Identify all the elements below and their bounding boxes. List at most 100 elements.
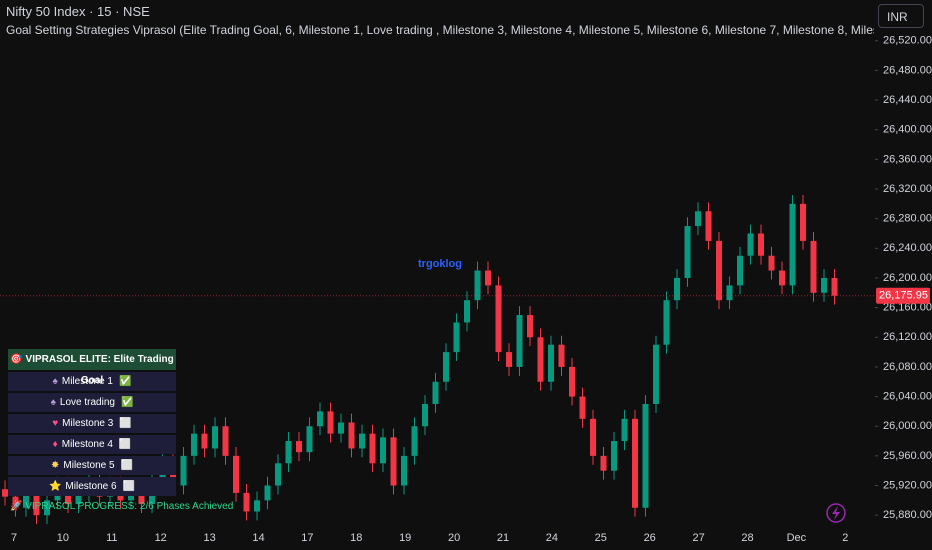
candle-body xyxy=(317,411,323,427)
milestone-status: ⬜ xyxy=(118,439,132,450)
candle-body xyxy=(180,455,187,486)
milestone-status: ⬜ xyxy=(122,481,136,492)
candle-body xyxy=(642,403,649,508)
candle-body xyxy=(380,437,386,464)
candle-body xyxy=(779,270,785,286)
price-axis xyxy=(875,0,932,550)
y-tick-label: 26,080.00 xyxy=(883,361,932,373)
milestone-row: ✸ Milestone 5 ⬜ xyxy=(8,456,176,475)
x-tick-label: 10 xyxy=(57,532,69,544)
last-price-label: 26,175.95 xyxy=(879,290,928,302)
candle-body xyxy=(758,233,764,256)
y-tick-label: 25,920.00 xyxy=(883,479,932,491)
candle-body xyxy=(716,240,722,301)
candle-body xyxy=(579,396,586,419)
x-tick-label: 19 xyxy=(399,532,411,544)
x-tick-label: 25 xyxy=(595,532,607,544)
candle-body xyxy=(212,426,218,449)
x-tick-label: 2 xyxy=(842,532,848,544)
candle-body xyxy=(621,418,628,442)
x-tick-label: 20 xyxy=(448,532,460,544)
candle-body xyxy=(243,492,250,512)
y-tick-label: 26,120.00 xyxy=(883,331,932,343)
milestone-label: Milestone 1 xyxy=(61,376,113,387)
y-tick-label: 26,200.00 xyxy=(883,272,932,284)
milestone-icon: ♠ xyxy=(50,397,56,408)
candle-body xyxy=(453,322,460,353)
y-tick-label: 26,320.00 xyxy=(883,183,932,195)
milestone-label: Love trading xyxy=(59,397,115,408)
candle-body xyxy=(821,277,827,293)
alert-icon xyxy=(826,503,846,523)
candle-body xyxy=(33,492,40,516)
candle-body xyxy=(768,255,775,271)
milestone-icon: ⭐ xyxy=(48,481,62,492)
candle-body xyxy=(800,203,806,241)
candle-body xyxy=(275,463,281,486)
candle-body xyxy=(369,433,376,464)
milestone-icon: ♥ xyxy=(52,418,59,429)
candle-body xyxy=(516,315,523,367)
candle-body xyxy=(527,315,533,338)
x-tick-label: 17 xyxy=(301,532,313,544)
y-tick-label: 25,960.00 xyxy=(883,450,932,462)
candle-body xyxy=(264,485,271,501)
milestone-icon: ✸ xyxy=(51,460,60,471)
y-tick-label: 25,880.00 xyxy=(883,509,932,521)
milestone-icon: ♦ xyxy=(52,439,58,450)
candle-body xyxy=(432,381,439,404)
y-tick-label: 26,480.00 xyxy=(883,64,932,76)
candle-body xyxy=(348,422,355,449)
y-tick-label: 26,440.00 xyxy=(883,94,932,106)
y-tick-label: 26,000.00 xyxy=(883,420,932,432)
milestone-icon: ♠ xyxy=(52,376,58,387)
y-tick-label: 26,520.00 xyxy=(883,35,932,47)
y-tick-label: 26,040.00 xyxy=(883,390,932,402)
progress-text: 🚀 VIPRASOL PROGRESS: 2/6 Phases Achieved xyxy=(10,501,234,512)
alert-bolt xyxy=(832,506,840,520)
candle-body xyxy=(506,352,512,367)
x-tick-label: 21 xyxy=(497,532,509,544)
candle-body xyxy=(359,433,365,449)
candle-body xyxy=(726,285,733,301)
candle-body xyxy=(810,240,817,293)
currency-button[interactable]: INR xyxy=(878,4,924,28)
candle-body xyxy=(327,411,334,434)
candle-body xyxy=(443,352,449,382)
candle-body xyxy=(569,366,575,397)
candle-body xyxy=(611,441,617,471)
candle-body xyxy=(338,422,344,434)
candle-body xyxy=(422,403,428,427)
candle-body xyxy=(495,285,502,353)
candle-body xyxy=(201,433,208,449)
y-tick-label: 26,160.00 xyxy=(883,302,932,314)
candle-body xyxy=(306,426,313,453)
candle-body xyxy=(222,426,229,456)
milestone-label: Milestone 4 xyxy=(61,439,113,450)
candle-body xyxy=(254,500,260,512)
candle-body xyxy=(474,270,481,301)
candle-body xyxy=(2,489,8,497)
milestone-status: ⬜ xyxy=(120,460,133,471)
candle-body xyxy=(390,437,397,486)
candle-body xyxy=(464,300,470,323)
candle-body xyxy=(285,441,292,464)
panel-title: 🎯 VIPRASOL ELITE: Elite Trading Goal xyxy=(8,349,176,386)
candle-body xyxy=(12,496,19,508)
candle-body xyxy=(485,270,491,286)
indicator-legend: Goal Setting Strategies Viprasol (Elite … xyxy=(6,23,874,37)
x-tick-label: 18 xyxy=(350,532,362,544)
x-tick-label: 26 xyxy=(644,532,656,544)
candle-body xyxy=(401,455,407,486)
candle-body xyxy=(789,203,796,286)
milestone-label: Milestone 6 xyxy=(65,481,117,492)
x-tick-label: 11 xyxy=(106,532,117,544)
candle-body xyxy=(44,500,50,516)
candle-body xyxy=(191,433,197,456)
candle-body xyxy=(674,277,680,301)
x-tick-label: 7 xyxy=(11,532,17,544)
y-tick-label: 26,400.00 xyxy=(883,124,932,136)
milestone-row: ♠ Milestone 1 ✅ xyxy=(8,372,176,391)
milestone-status: ✅ xyxy=(120,397,134,408)
